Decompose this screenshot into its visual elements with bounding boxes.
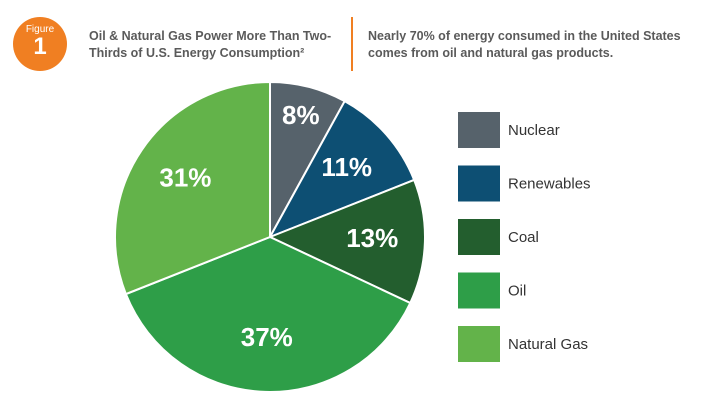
legend-swatch <box>458 165 500 202</box>
figure-label: Figure <box>25 24 55 35</box>
slice-label: 31% <box>159 162 211 192</box>
slice-label: 37% <box>241 322 293 352</box>
chart-subtitle: Nearly 70% of energy consumed in the Uni… <box>368 29 681 60</box>
pie-slice <box>267 178 426 305</box>
slice-label: 11% <box>321 152 372 182</box>
divider <box>351 17 353 71</box>
legend-label: Renewables <box>508 175 591 192</box>
legend-label: Nuclear <box>508 122 560 139</box>
legend-swatch <box>458 112 500 148</box>
legend-swatch <box>458 219 500 255</box>
pie-slice <box>114 80 271 296</box>
figure-number: 1 <box>33 33 47 60</box>
pie-slice <box>124 235 412 393</box>
legend-swatch <box>458 326 500 362</box>
chart-title: Oil & Natural Gas Power More Than Two-Th… <box>89 29 332 60</box>
legend-swatch <box>458 272 500 309</box>
slice-label: 8% <box>282 100 320 130</box>
legend-label: Coal <box>508 229 539 246</box>
legend-label: Oil <box>508 282 526 299</box>
legend-label: Natural Gas <box>508 336 588 353</box>
slice-label: 13% <box>346 223 398 253</box>
figure-badge: Figure 1 <box>13 17 67 71</box>
pie-slice <box>267 99 416 239</box>
